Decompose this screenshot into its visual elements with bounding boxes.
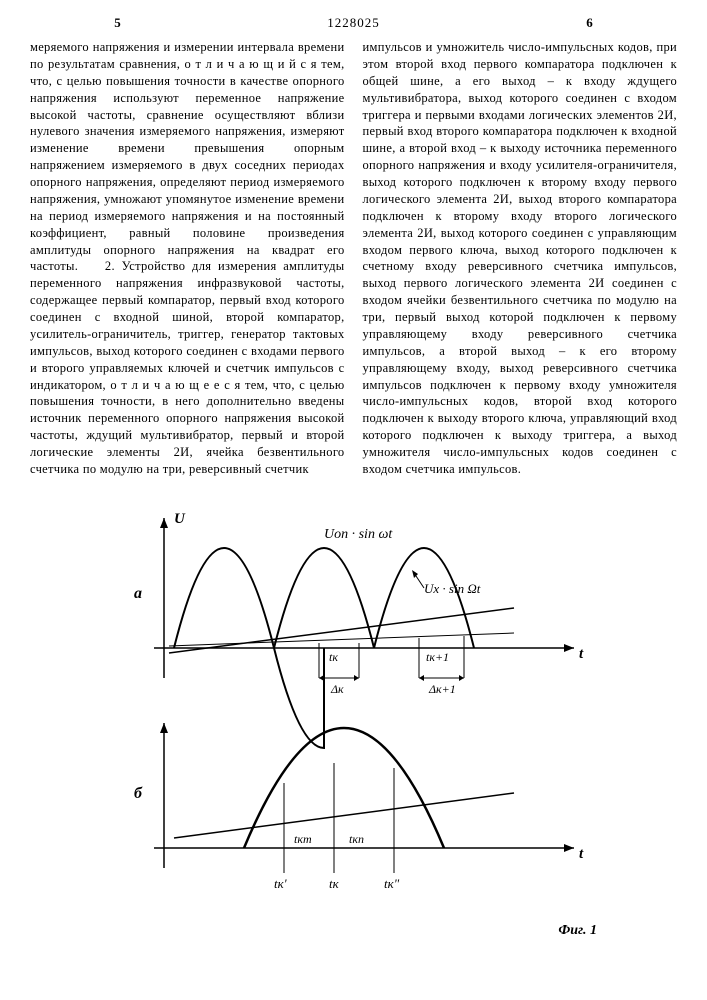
text-columns: меряемого напряжения и измерении интерва… bbox=[30, 39, 677, 478]
document-number: 1228025 bbox=[327, 15, 380, 30]
panel-a-label: а bbox=[134, 585, 142, 602]
panel-a: U t а Uоп · sin ωt Ux · sin Ωt bbox=[134, 511, 584, 748]
panel-b: t б tкm tкn tк' tк tк" bbox=[134, 723, 584, 891]
page-num-left: 5 bbox=[114, 15, 121, 30]
page-container: 5 1228025 6 меряемого напряжения и измер… bbox=[0, 0, 707, 954]
panel-b-label: б bbox=[134, 785, 143, 802]
right-column: импульсов и умножитель число-импульсных … bbox=[363, 39, 678, 478]
y-axis-label: U bbox=[174, 511, 186, 527]
figure-svg: U t а Uоп · sin ωt Ux · sin Ωt bbox=[94, 498, 614, 918]
tkn-label: tкn bbox=[349, 832, 364, 846]
left-column: меряемого напряжения и измерении интерва… bbox=[30, 39, 345, 478]
curve2-label: Ux · sin Ωt bbox=[424, 581, 481, 596]
tk-dprime-label: tк" bbox=[384, 876, 400, 891]
figure-1: U t а Uоп · sin ωt Ux · sin Ωt bbox=[30, 498, 677, 939]
x-axis-label-a: t bbox=[579, 646, 584, 662]
dk1-label: Δк+1 bbox=[428, 682, 456, 696]
tk-label: tк bbox=[329, 650, 338, 664]
x-axis-label-b: t bbox=[579, 846, 584, 862]
tk-mid-label: tк bbox=[329, 876, 340, 891]
curve1-label: Uоп · sin ωt bbox=[324, 527, 393, 542]
dk-label: Δк bbox=[330, 682, 344, 696]
page-header: 5 1228025 6 bbox=[30, 15, 677, 31]
tk1-label: tк+1 bbox=[426, 650, 449, 664]
tk-prime-label: tк' bbox=[274, 876, 287, 891]
tkm-label: tкm bbox=[294, 832, 312, 846]
figure-caption: Фиг. 1 bbox=[30, 923, 677, 939]
page-num-right: 6 bbox=[586, 15, 593, 30]
